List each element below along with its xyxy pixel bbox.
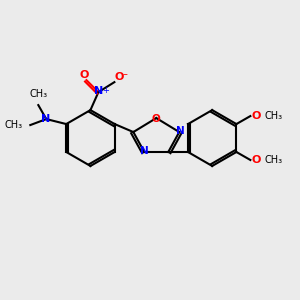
Text: N: N [94, 86, 103, 96]
Text: N: N [140, 146, 149, 156]
Text: O: O [251, 111, 261, 121]
Text: O: O [251, 155, 261, 165]
Text: N: N [41, 114, 50, 124]
Text: N: N [176, 126, 184, 136]
Text: –: – [123, 69, 128, 79]
Text: CH₃: CH₃ [29, 89, 47, 99]
Text: CH₃: CH₃ [264, 155, 282, 165]
Text: O: O [80, 70, 89, 80]
Text: O: O [115, 72, 124, 82]
Text: CH₃: CH₃ [264, 111, 282, 121]
Text: CH₃: CH₃ [4, 120, 22, 130]
Text: O: O [152, 114, 161, 124]
Text: +: + [102, 85, 109, 94]
